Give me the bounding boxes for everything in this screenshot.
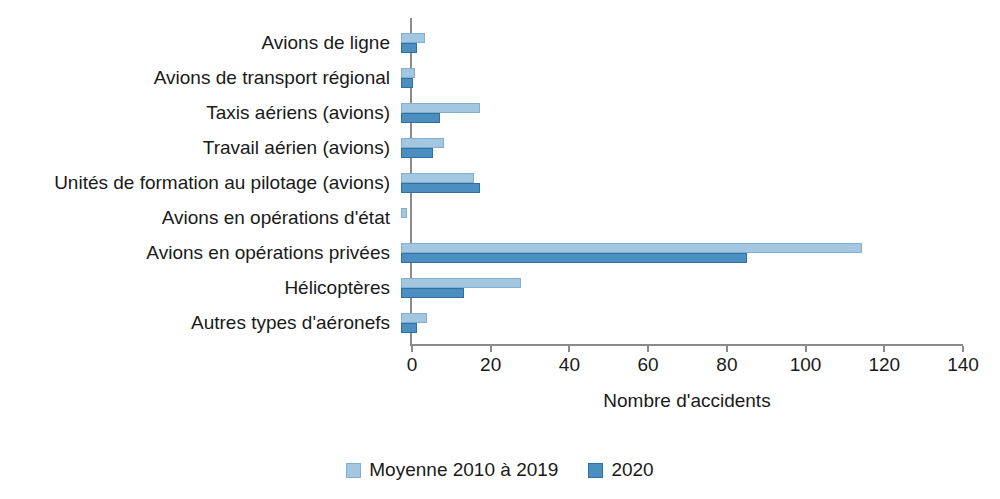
bar-group xyxy=(401,33,425,53)
chart-row: Avions de transport régional xyxy=(0,60,1000,95)
bar-2020 xyxy=(401,183,480,193)
bar-average-2010-2019 xyxy=(401,173,474,183)
chart-legend: Moyenne 2010 à 2019 2020 xyxy=(0,459,1000,481)
bar-average-2010-2019 xyxy=(401,313,427,323)
bar-2020 xyxy=(401,288,464,298)
chart-row: Avions de ligne xyxy=(0,25,1000,60)
x-axis-ticks: 020406080100120140 xyxy=(412,346,963,386)
category-label: Avions en opérations d'état xyxy=(0,207,401,229)
category-label: Taxis aériens (avions) xyxy=(0,102,401,124)
x-tick-label: 100 xyxy=(782,354,830,376)
x-tick-label: 40 xyxy=(545,354,593,376)
x-tick-mark xyxy=(962,346,964,352)
x-tick-label: 80 xyxy=(703,354,751,376)
x-tick-mark xyxy=(883,346,885,352)
bar-2020 xyxy=(401,78,413,88)
bar-group xyxy=(401,173,480,193)
legend-label-average: Moyenne 2010 à 2019 xyxy=(369,459,558,481)
bar-2020 xyxy=(401,148,433,158)
x-tick-label: 0 xyxy=(388,354,436,376)
x-tick-label: 20 xyxy=(467,354,515,376)
x-tick-mark xyxy=(568,346,570,352)
bar-average-2010-2019 xyxy=(401,138,444,148)
bar-group xyxy=(401,208,407,228)
bar-2020 xyxy=(401,323,417,333)
chart-row: Travail aérien (avions) xyxy=(0,130,1000,165)
accidents-bar-chart: Avions de ligne Avions de transport régio… xyxy=(0,0,1000,499)
bar-group xyxy=(401,138,444,158)
chart-row: Unités de formation au pilotage (avions) xyxy=(0,165,1000,200)
x-axis-title: Nombre d'accidents xyxy=(537,390,837,412)
bar-average-2010-2019 xyxy=(401,243,862,253)
bar-group xyxy=(401,103,480,123)
legend-item-2020: 2020 xyxy=(588,459,653,481)
legend-item-average: Moyenne 2010 à 2019 xyxy=(346,459,558,481)
chart-row: Avions en opérations d'état xyxy=(0,200,1000,235)
bar-average-2010-2019 xyxy=(401,103,480,113)
x-tick-mark xyxy=(647,346,649,352)
bar-group xyxy=(401,278,521,298)
category-label: Unités de formation au pilotage (avions) xyxy=(0,172,401,194)
bar-group xyxy=(401,243,862,263)
bar-average-2010-2019 xyxy=(401,208,407,218)
x-tick-label: 140 xyxy=(939,354,987,376)
bar-average-2010-2019 xyxy=(401,33,425,43)
bar-average-2010-2019 xyxy=(401,278,521,288)
legend-label-2020: 2020 xyxy=(611,459,653,481)
bar-2020 xyxy=(401,113,440,123)
category-label: Avions en opérations privées xyxy=(0,242,401,264)
category-label: Travail aérien (avions) xyxy=(0,137,401,159)
x-tick-label: 120 xyxy=(860,354,908,376)
category-label: Avions de transport régional xyxy=(0,67,401,89)
x-tick-mark xyxy=(490,346,492,352)
bar-2020 xyxy=(401,253,747,263)
bar-group xyxy=(401,68,415,88)
x-tick-mark xyxy=(805,346,807,352)
x-tick-mark xyxy=(726,346,728,352)
chart-row: Autres types d'aéronefs xyxy=(0,305,1000,340)
chart-row: Hélicoptères xyxy=(0,270,1000,305)
chart-row: Taxis aériens (avions) xyxy=(0,95,1000,130)
bar-2020 xyxy=(401,43,417,53)
x-tick-label: 60 xyxy=(624,354,672,376)
chart-row: Avions en opérations privées xyxy=(0,235,1000,270)
bar-group xyxy=(401,313,427,333)
category-label: Autres types d'aéronefs xyxy=(0,312,401,334)
category-label: Hélicoptères xyxy=(0,277,401,299)
category-label: Avions de ligne xyxy=(0,32,401,54)
x-tick-mark xyxy=(411,346,413,352)
legend-swatch-2020 xyxy=(588,463,603,478)
bar-average-2010-2019 xyxy=(401,68,415,78)
chart-rows: Avions de ligne Avions de transport régio… xyxy=(0,25,1000,340)
legend-swatch-average xyxy=(346,463,361,478)
